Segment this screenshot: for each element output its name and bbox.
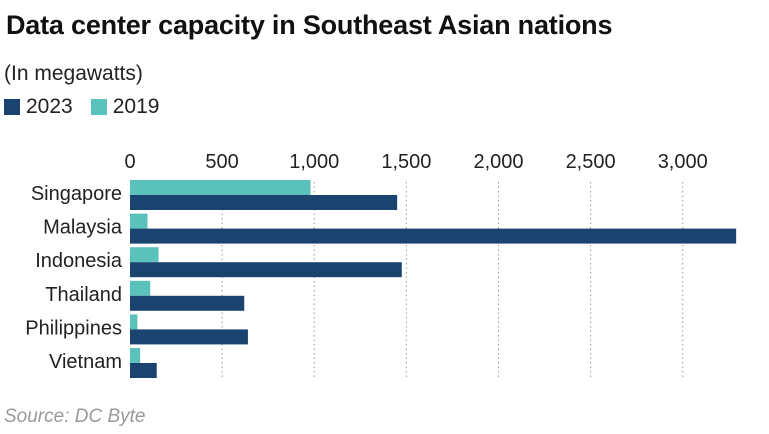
chart-subtitle: (In megawatts) [4,62,143,85]
legend-swatch-2023 [4,99,20,115]
source-note: Source: DC Byte [4,406,146,427]
legend-item-2023: 2023 [4,95,73,119]
bar-2023-singapore [130,195,398,210]
category-label-singapore: Singapore [31,183,122,205]
x-tick-label-0: 0 [124,151,135,173]
x-tick-label-1000: 1,000 [289,151,339,173]
x-tick-label-2000: 2,000 [473,151,523,173]
legend-swatch-2019 [90,99,107,115]
bar-2019-philippines [130,314,138,330]
x-tick-label-1500: 1,500 [381,151,431,173]
legend-label-2019: 2019 [112,95,160,118]
category-label-thailand: Thailand [45,284,122,306]
category-label-indonesia: Indonesia [35,250,123,272]
category-label-malaysia: Malaysia [43,217,123,239]
x-tick-label-500: 500 [205,151,238,173]
legend-item-2019: 2019 [90,95,160,119]
legend-label-2023: 2023 [26,95,73,118]
bar-2023-malaysia [130,228,737,244]
x-tick-label-2500: 2,500 [566,151,616,173]
bar-2019-vietnam [130,348,141,363]
bar-2023-philippines [130,329,248,345]
category-label-philippines: Philippines [25,317,122,339]
bar-2023-indonesia [130,262,402,278]
bar-chart: 0 500 1,000 1,500 2,000 2,500 3,000 Singapore Ma… [25,151,737,378]
bar-2019-indonesia [130,247,159,263]
bar-2023-thailand [130,295,245,311]
chart-legend: 2023 2019 [4,95,177,119]
chart-title: Data center capacity in Southeast Asian … [6,10,613,40]
bar-2019-malaysia [130,213,148,229]
x-tick-label-3000: 3,000 [658,151,708,173]
bar-2019-thailand [130,280,151,296]
bar-2019-singapore [130,180,311,195]
bar-2023-vietnam [130,363,157,378]
category-label-vietnam: Vietnam [49,351,122,373]
